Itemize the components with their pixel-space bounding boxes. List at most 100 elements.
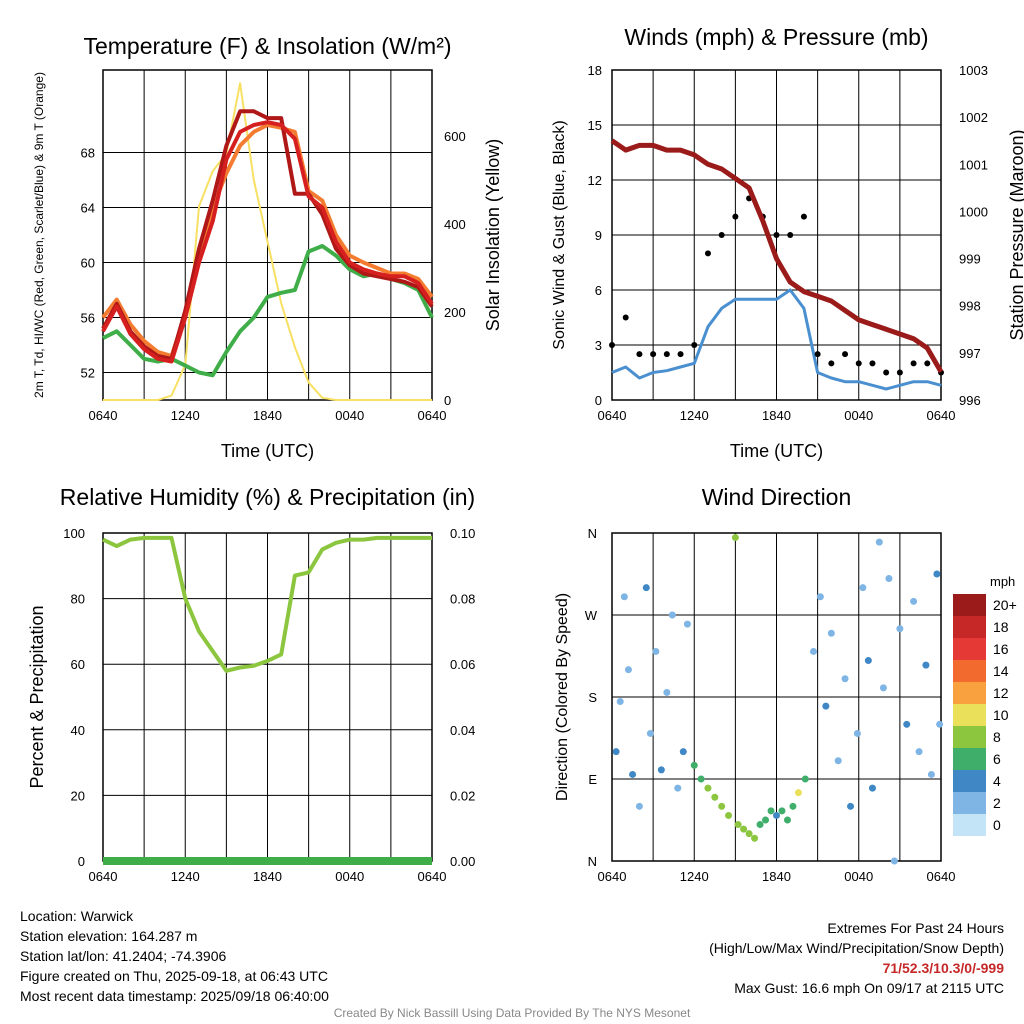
wind-gust-point [773,232,780,238]
dir-x-tick-label: 0640 [598,869,627,884]
wind-gust-point [910,360,917,367]
dir-point [616,698,624,706]
wind-gust-point [704,250,711,257]
rh-y-tick-label: 0 [78,854,85,869]
rh-x-tick-label: 0040 [335,869,364,884]
legend-swatch [953,638,986,660]
legend-title: mph [990,574,1015,589]
dir-point [620,593,628,601]
temp-y-tick-label: 52 [81,366,95,381]
recent-text: Most recent data timestamp: 2025/09/18 0… [20,988,329,1004]
wind-y2-tick-label: 1002 [959,110,988,125]
dir-y-tick-label: E [588,772,597,787]
dir-point [690,761,698,769]
rh-humidity-line [102,535,432,673]
wind-x-tick-label: 1240 [680,408,709,423]
wind-ylabel-left: Sonic Wind & Gust (Blue, Black) [551,120,568,349]
dir-point [841,675,849,683]
temp-ylabel-right: Solar Insolation (Yellow) [483,139,503,331]
dir-point [927,770,935,778]
rh-y-tick-label: 60 [71,657,85,672]
rh-y2-tick-label: 0.08 [450,592,475,607]
wind-gust-point [869,360,876,367]
legend-swatch [953,770,986,792]
wind-y2-tick-label: 1000 [959,204,988,219]
dir-x-tick-label: 1240 [680,869,709,884]
temp-xlabel: Time (UTC) [221,441,314,461]
extremes-info: Extremes For Past 24 Hours (High/Low/Max… [709,918,1004,998]
wind-xlabel: Time (UTC) [730,441,823,461]
dir-point [612,748,620,756]
dir-point [642,584,650,592]
rh-title: Relative Humidity (%) & Precipitation (i… [60,484,475,510]
rh-y2-tick-label: 0.04 [450,723,475,738]
wind-y2-tick-label: 999 [959,252,981,267]
temp-x-tick-label: 1840 [253,408,282,423]
wind-gust-point [814,351,821,358]
legend-label: 16 [993,641,1009,657]
dir-point [910,597,918,605]
wind-gust-point [883,369,890,376]
dir-point [879,684,887,692]
wind-gust-point [636,351,643,358]
temp-y2-tick-label: 600 [444,129,466,144]
wind-gust-point [677,351,684,358]
dir-point [778,807,786,815]
elevation-text: Station elevation: 164.287 m [20,928,198,944]
legend-swatch [953,748,986,770]
wind-gust-point [800,213,807,220]
legend-swatch [953,660,986,682]
dir-point [679,748,687,756]
dir-point [674,784,682,792]
dir-point [915,748,923,756]
location-text: Location: Warwick [20,908,134,924]
rh-x-tick-label: 0640 [418,869,447,884]
temp-y2-tick-label: 200 [444,305,466,320]
dir-point [646,729,654,737]
wind-x-tick-label: 0640 [927,408,956,423]
dir-point [657,766,665,774]
dir-point [859,584,867,592]
rh-y2-tick-label: 0.00 [450,854,475,869]
rh-y2-tick-label: 0.10 [450,526,475,541]
dir-point [885,575,893,583]
dir-point [762,816,770,824]
legend-label: 2 [993,795,1001,811]
dir-point [740,825,748,833]
legend-swatch [953,792,986,814]
dir-point [718,802,726,810]
wind-y-tick-label: 18 [588,63,602,78]
legend-swatch [953,726,986,748]
rh-y-tick-label: 80 [71,592,85,607]
dir-point [652,647,660,655]
temp-y-tick-label: 60 [81,256,95,271]
legend-label: 10 [993,707,1009,723]
wind-gust-point [828,360,835,367]
wind-gust-point [787,232,794,238]
legend-label: 14 [993,663,1009,679]
dir-point [624,666,632,674]
dir-point [697,775,705,783]
dir-point [827,629,835,637]
extremes-subtitle: (High/Low/Max Wind/Precipitation/Snow De… [709,940,1004,956]
legend-label: 0 [993,817,1001,833]
wind-sonic-line [611,288,942,391]
rh-x-tick-label: 1840 [253,869,282,884]
dir-point [933,570,941,578]
rh-y-tick-label: 40 [71,723,85,738]
dir-point [683,620,691,628]
temp-x-tick-label: 0640 [89,408,118,423]
dir-point [789,802,797,810]
dir-point [890,857,898,865]
wind-x-tick-label: 0640 [598,408,627,423]
wind-y-tick-label: 6 [595,283,602,298]
wind-gust-point [650,351,657,358]
wind-title: Winds (mph) & Pressure (mb) [624,24,928,50]
legend-label: 6 [993,751,1001,767]
wind-y2-tick-label: 996 [959,393,981,408]
dir-point [816,593,824,601]
wind-gust-point [622,314,629,321]
wind-x-tick-label: 0040 [844,408,873,423]
wind-y2-tick-label: 998 [959,299,981,314]
wind-pressure-line [610,138,944,373]
